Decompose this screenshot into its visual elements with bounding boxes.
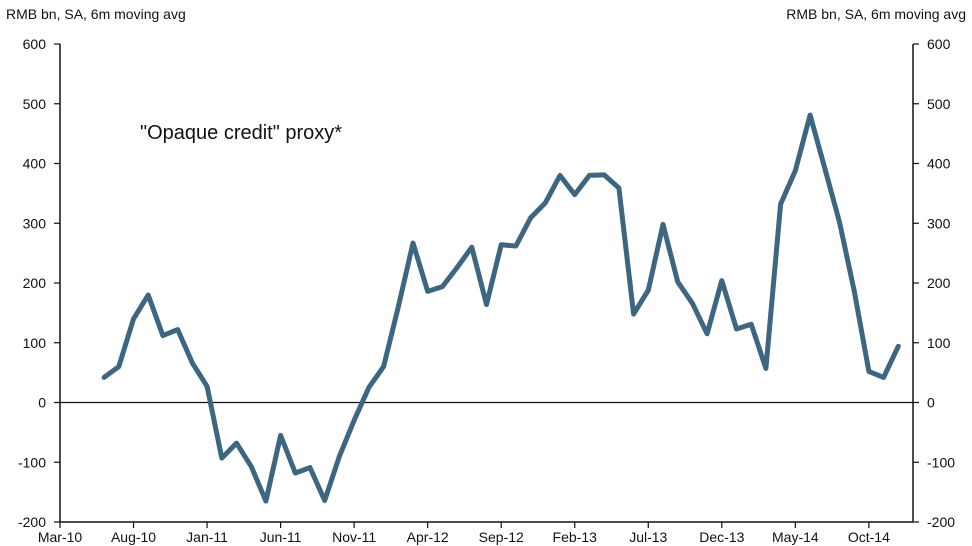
y-tick-label-right: 500 xyxy=(927,96,951,112)
right-axis-unit-label: RMB bn, SA, 6m moving avg xyxy=(786,6,966,22)
x-tick-label: Feb-13 xyxy=(553,529,598,545)
chart-axes xyxy=(59,44,914,523)
x-tick-label: May-14 xyxy=(772,529,819,545)
y-tick-label-right: 100 xyxy=(927,335,951,351)
x-tick-label: Jan-11 xyxy=(186,529,228,545)
y-tick-label-right: 600 xyxy=(927,36,951,52)
y-tick-label-left: 100 xyxy=(23,335,47,351)
x-tick-label: Sep-12 xyxy=(479,529,524,545)
x-tick-label: Jun-11 xyxy=(260,529,302,545)
y-tick-label-left: -100 xyxy=(18,454,46,470)
y-tick-label-right: 200 xyxy=(927,275,951,291)
y-tick-label-left: 600 xyxy=(23,36,47,52)
y-tick-label-right: -100 xyxy=(927,454,955,470)
chart-series xyxy=(101,112,901,504)
y-tick-label-right: -200 xyxy=(927,514,955,530)
x-tick-label: Nov-11 xyxy=(332,529,376,545)
chart-ticks: -200 -200 -100 -100 0 0 100 100 200 200 300 300 400 4… xyxy=(18,36,955,545)
y-tick-label-left: 300 xyxy=(23,215,47,231)
y-tick-label-left: 400 xyxy=(23,156,47,172)
y-tick-label-right: 300 xyxy=(927,215,951,231)
y-tick-label-right: 400 xyxy=(927,156,951,172)
y-tick-label-left: 0 xyxy=(38,395,46,411)
x-tick-label: Dec-13 xyxy=(699,529,744,545)
x-tick-label: Jul-13 xyxy=(629,529,667,545)
x-tick-label: Mar-10 xyxy=(38,529,83,545)
x-tick-label: Aug-10 xyxy=(111,529,156,545)
series-line xyxy=(101,112,901,504)
chart-annotation: "Opaque credit" proxy* xyxy=(140,122,342,144)
y-tick-label-left: 500 xyxy=(23,96,47,112)
y-tick-label-left: 200 xyxy=(23,275,47,291)
left-axis-unit-label: RMB bn, SA, 6m moving avg xyxy=(6,6,186,22)
x-tick-label: Oct-14 xyxy=(848,529,890,545)
y-tick-label-right: 0 xyxy=(927,395,935,411)
x-tick-label: Apr-12 xyxy=(407,529,449,545)
y-tick-label-left: -200 xyxy=(18,514,46,530)
